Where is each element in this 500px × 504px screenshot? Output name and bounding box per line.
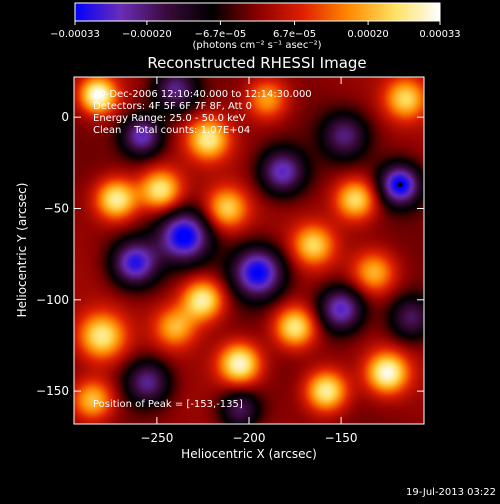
info-block: 10-Dec-2006 12:10:40.000 to 12:14:30.000… [93, 89, 312, 410]
heatmap-image [74, 77, 424, 424]
colorbar-tick-label: −6.7e−05 [195, 29, 247, 40]
colorbar-tick-label: 0.00033 [419, 29, 460, 40]
x-tick-label: −150 [325, 431, 358, 445]
info-time-range: 10-Dec-2006 12:10:40.000 to 12:14:30.000 [93, 89, 312, 100]
x-axis-label: Heliocentric X (arcsec) [181, 447, 317, 461]
footer-date: 19-Jul-2013 03:22 [406, 487, 496, 498]
y-tick-label: −100 [36, 293, 69, 307]
colorbar: −0.00033 −0.00020 −6.7e−05 6.7e−05 0.00020 0.… [50, 2, 461, 51]
info-detectors: Detectors: 4F 5F 6F 7F 8F, Att 0 [93, 101, 252, 112]
colorbar-tick-label: −0.00020 [122, 29, 172, 40]
colorbar-tick-label: 6.7e−05 [273, 29, 316, 40]
info-energy: Energy Range: 25.0 - 50.0 keV [93, 113, 246, 124]
peak-marker [397, 182, 403, 188]
colorbar-unit-label: (photons cm⁻² s⁻¹ asec⁻²) [192, 40, 321, 51]
y-axis-label: Heliocentric Y (arcsec) [15, 183, 29, 318]
colorbar-tick-label: −0.00033 [50, 29, 100, 40]
colorbar-strip [74, 2, 441, 22]
colorbar-tick-label: 0.00020 [347, 29, 388, 40]
x-tick-label: −250 [140, 431, 173, 445]
axis-ticks: −250 −200 −150 0 −50 −100 −150 [36, 77, 424, 445]
chart-title: Reconstructed RHESSI Image [147, 54, 366, 72]
info-clean-counts: Clean Total counts: 1.07E+04 [93, 125, 250, 136]
y-tick-label: 0 [61, 110, 69, 124]
heatmap-plot: −250 −200 −150 0 −50 −100 −150 [36, 76, 425, 445]
y-tick-label: −50 [44, 201, 69, 215]
y-tick-label: −150 [36, 384, 69, 398]
x-tick-label: −200 [233, 431, 266, 445]
colorbar-ticks: −0.00033 −0.00020 −6.7e−05 6.7e−05 0.00020 0.… [50, 21, 461, 40]
peak-position-text: Position of Peak = [-153,-135] [93, 399, 243, 410]
